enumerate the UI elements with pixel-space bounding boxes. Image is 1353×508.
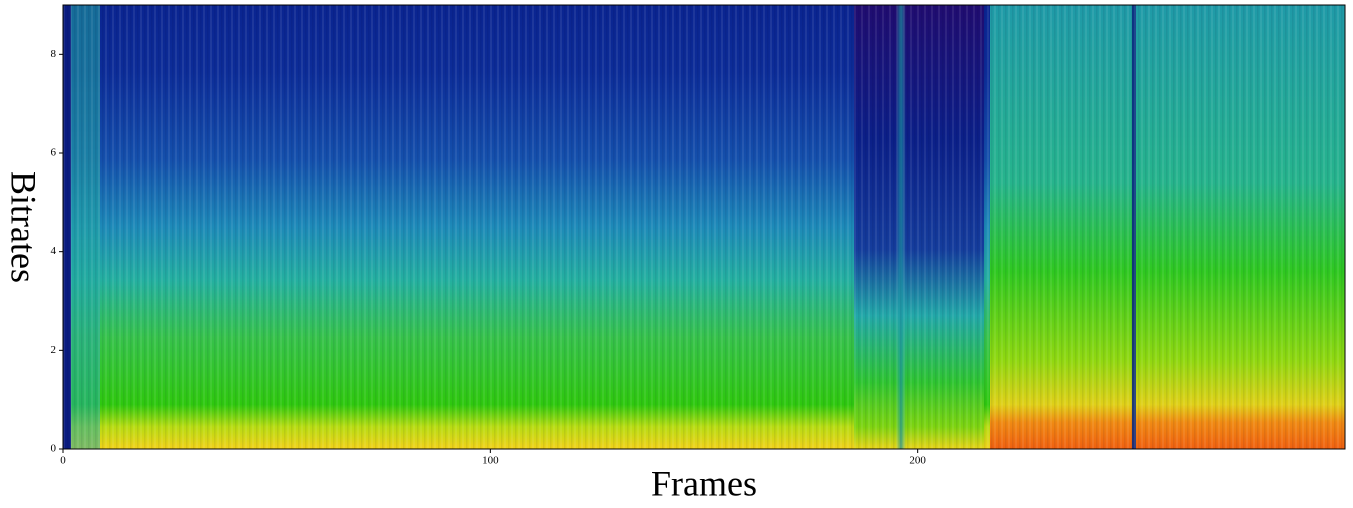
y-axis-title: Bitrates — [4, 171, 44, 283]
y-tick-label: 0 — [51, 443, 57, 455]
y-tick-label: 2 — [51, 344, 57, 356]
x-tick-label: 100 — [482, 455, 499, 467]
heatmap-field — [62, 4, 1346, 450]
y-tick-label: 6 — [51, 147, 57, 159]
x-tick-label: 200 — [909, 455, 926, 467]
y-tick-label: 8 — [51, 48, 57, 60]
x-axis-title: Frames — [651, 463, 757, 503]
x-tick-label: 0 — [60, 455, 66, 467]
y-tick-label: 4 — [51, 245, 57, 257]
